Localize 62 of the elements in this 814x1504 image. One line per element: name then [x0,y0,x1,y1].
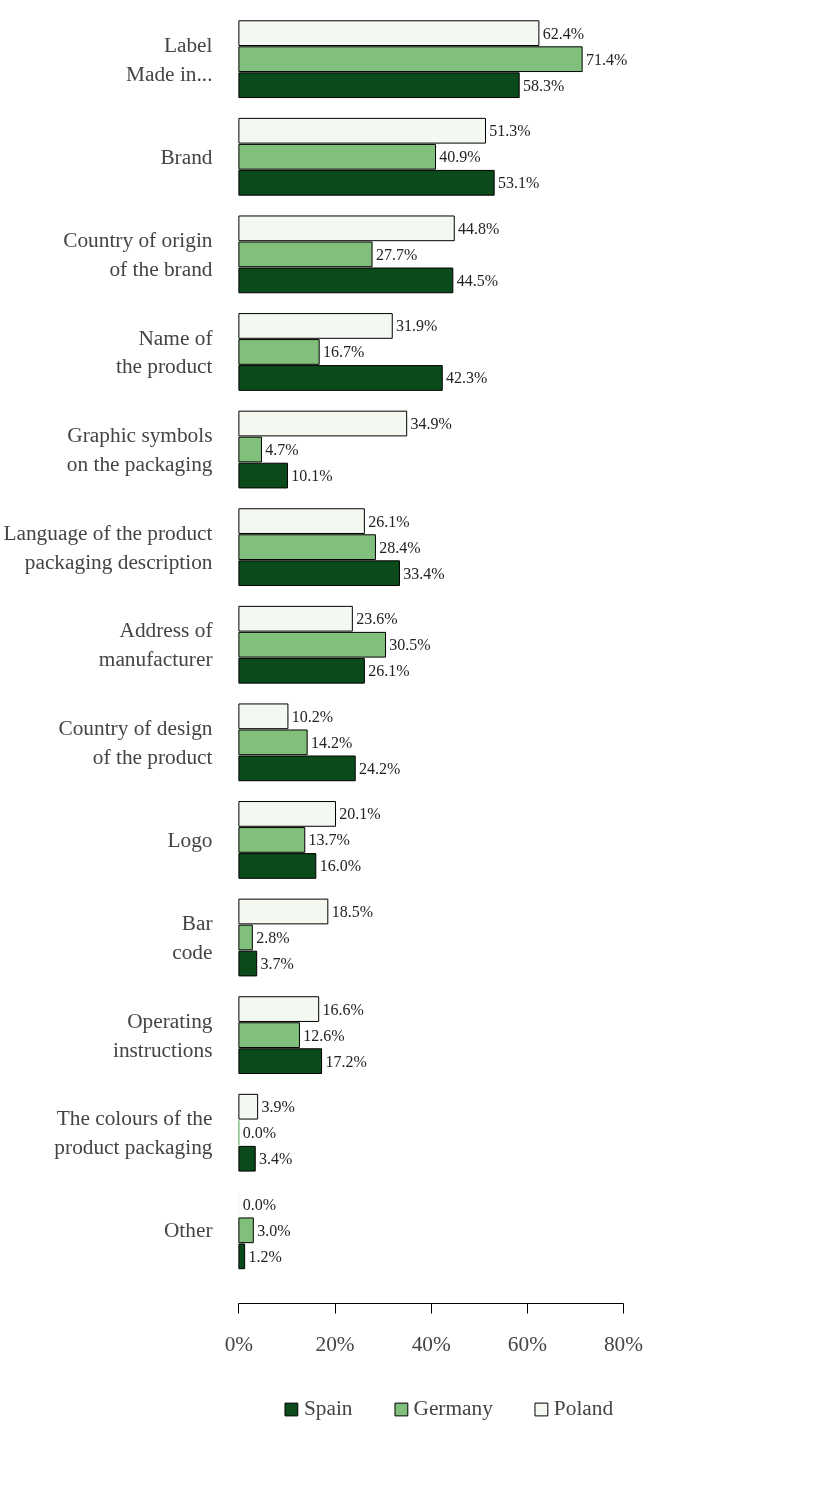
y-tick-label: Operating instructions [112,1008,213,1062]
bar [238,1093,259,1120]
y-tick-label: Brand [160,144,213,169]
data-label: 40.9% [439,148,481,166]
data-label: 44.5% [456,271,498,289]
y-tick-label: Name of the product [115,325,214,379]
data-label: 17.2% [325,1052,367,1070]
y-tick-label: Graphic symbols on the packaging [66,423,213,476]
data-label: 4.7% [265,441,299,459]
x-tick-label: 80% [603,1331,644,1356]
data-label: 3.7% [260,955,294,973]
legend-label: Poland [553,1396,614,1421]
data-label: 2.8% [256,929,290,947]
y-tick-label: Bar code [172,911,213,964]
data-label: 53.1% [498,174,540,192]
data-label: 26.1% [368,512,410,530]
data-label: 3.4% [259,1150,293,1168]
x-tick-label: 0% [224,1331,254,1356]
data-label: 34.9% [410,415,452,433]
y-tick-label: Country of design of the product [58,715,213,769]
data-label: 28.4% [379,538,421,556]
data-label: 26.1% [368,662,410,680]
y-tick-label: Other [163,1218,213,1243]
y-tick-label: Label Made in... [126,32,213,86]
y-tick-label: Country of origin of the brand [63,227,213,281]
y-tick-label: Logo [167,827,213,852]
data-label: 10.2% [291,707,334,725]
data-label: 71.4% [586,50,628,68]
y-tick-label: Address of manufacturer [98,618,214,672]
data-label: 23.6% [356,610,398,628]
data-label: 16.6% [322,1000,364,1018]
data-label: 62.4% [542,24,585,42]
data-label: 20.1% [339,805,381,823]
data-label: 12.6% [303,1026,345,1044]
bar [238,1145,256,1172]
data-label: 58.3% [523,76,565,94]
data-label: 44.8% [458,219,500,237]
x-tick-label: 60% [507,1331,548,1356]
data-label: 3.0% [257,1221,291,1239]
x-tick-label: 20% [315,1331,355,1356]
data-label: 18.5% [331,903,373,920]
data-label: 27.7% [375,245,418,263]
legend-label: Germany [413,1396,493,1421]
data-label: 42.3% [446,369,488,387]
data-label: 0.0% [242,1124,277,1142]
data-label: 16.7% [323,343,365,361]
data-label: 30.5% [389,636,431,654]
data-label: 0.0% [242,1195,277,1213]
data-label: 14.2% [311,733,353,751]
data-label: 3.9% [261,1098,295,1116]
data-label: 24.2% [359,759,401,777]
data-label: 33.4% [403,564,445,582]
legend-label: Spain [303,1396,353,1421]
data-label: 1.2% [248,1247,282,1265]
data-label: 51.3% [489,122,531,140]
y-tick-label: Language of the product packaging description [3,520,213,574]
data-label: 10.1% [291,467,333,485]
data-label: 31.9% [396,317,438,335]
data-label: 13.7% [308,831,350,849]
data-label: 16.0% [319,857,361,875]
x-tick-label: 40% [411,1331,451,1356]
y-tick-label: The colours of the product packaging [54,1106,213,1160]
